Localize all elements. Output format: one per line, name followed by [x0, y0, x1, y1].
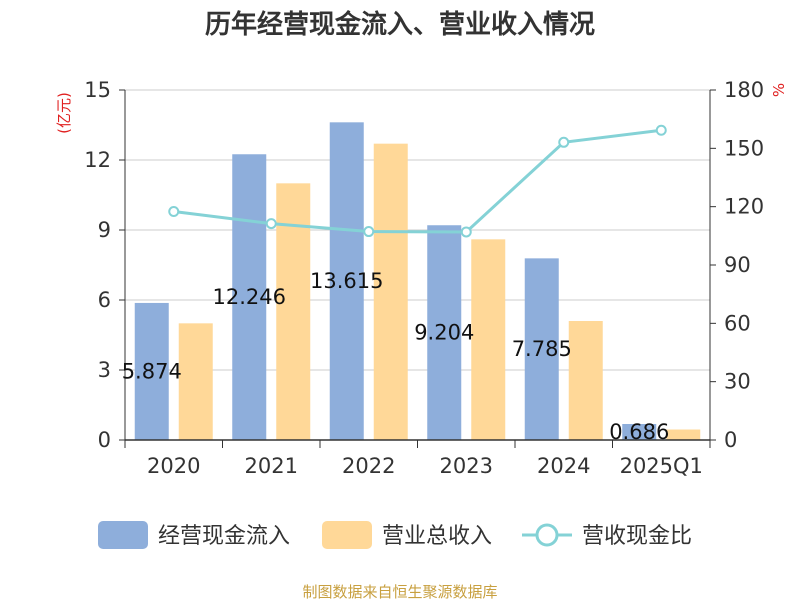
- x-axis-category-label: 2025Q1: [620, 454, 703, 478]
- x-axis-category-label: 2022: [342, 454, 395, 478]
- bar-data-label: 0.686: [609, 420, 669, 444]
- left-axis-tick-label: 3: [98, 358, 111, 382]
- bar-total-revenue: [276, 183, 311, 441]
- legend-item: 经营现金流入: [98, 521, 290, 549]
- chart-title: 历年经营现金流入、营业收入情况: [205, 9, 595, 40]
- bar-total-revenue: [373, 143, 408, 440]
- ratio-line-point: [558, 136, 570, 148]
- ratio-line-point: [265, 218, 277, 230]
- bar-data-label: 9.204: [414, 321, 474, 345]
- bar-cash-inflow: [134, 302, 169, 440]
- legend-label: 营收现金比: [582, 524, 692, 549]
- bar-cash-inflow: [329, 122, 364, 441]
- legend-swatch: [98, 521, 148, 549]
- ratio-line-point: [460, 226, 472, 238]
- bar-total-revenue: [178, 323, 213, 440]
- x-axis-category-label: 2020: [147, 454, 200, 478]
- bars: [134, 122, 701, 441]
- source-note: 制图数据来自恒生聚源数据库: [302, 583, 497, 600]
- right-axis-unit-label: %: [770, 83, 788, 97]
- legend: 经营现金流入 营业总收入 营收现金比: [98, 521, 692, 549]
- legend-item: 营收现金比: [522, 523, 692, 549]
- bar-total-revenue: [568, 321, 603, 440]
- left-axis-tick-label: 0: [98, 428, 111, 452]
- legend-marker: [535, 523, 559, 547]
- ratio-line: [168, 124, 667, 238]
- right-axis-tick-label: 180: [724, 78, 764, 102]
- right-axis-tick-label: 30: [724, 370, 751, 394]
- bar-cash-inflow: [622, 423, 657, 440]
- x-axis-category-label: 2023: [440, 454, 493, 478]
- bar-cash-inflow: [232, 154, 267, 440]
- bar-cash-inflow: [427, 225, 462, 440]
- left-axis-tick-label: 9: [98, 218, 111, 242]
- bar-cash-inflow: [524, 258, 559, 440]
- ratio-line-point: [655, 124, 667, 136]
- bar-data-label: 13.615: [310, 269, 383, 293]
- left-axis-tick-label: 12: [84, 148, 111, 172]
- bar-total-revenue: [471, 239, 506, 440]
- left-axis-tick-label: 6: [98, 288, 111, 312]
- legend-label: 营业总收入: [382, 524, 492, 549]
- left-axis-unit-label: (亿元): [55, 92, 73, 134]
- bar-data-label: 5.874: [122, 359, 182, 383]
- legend-swatch: [322, 521, 372, 549]
- right-axis-tick-label: 90: [724, 253, 751, 277]
- left-axis-tick-label: 15: [84, 78, 111, 102]
- bar-total-revenue: [666, 429, 701, 440]
- ratio-line-point: [168, 206, 180, 218]
- ratio-line-path: [173, 128, 662, 234]
- legend-item: 营业总收入: [322, 521, 492, 549]
- right-axis-tick-label: 120: [724, 195, 764, 219]
- grid-lines: [125, 89, 710, 371]
- ratio-line-point: [363, 226, 375, 238]
- legend-label: 经营现金流入: [158, 524, 290, 549]
- bar-data-label: 12.246: [213, 285, 286, 309]
- x-axis-category-label: 2024: [537, 454, 590, 478]
- right-axis-tick-label: 60: [724, 311, 751, 335]
- data-labels: 5.874 12.246 13.615 9.204 7.785 0.686: [122, 269, 670, 444]
- right-axis-tick-label: 150: [724, 136, 764, 160]
- right-axis-tick-label: 0: [724, 428, 737, 452]
- x-axis-category-label: 2021: [245, 454, 298, 478]
- bar-data-label: 7.785: [512, 337, 572, 361]
